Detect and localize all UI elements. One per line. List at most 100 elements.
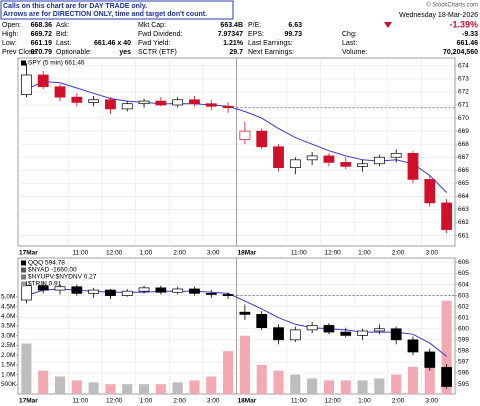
candle-body (21, 74, 32, 95)
legend-swatch (21, 60, 26, 66)
quote-label: Fwd Yield: (138, 40, 170, 47)
volume-bar (357, 380, 368, 394)
y-tick-label: 665 (458, 180, 469, 187)
y-tick-label: 674 (458, 63, 469, 70)
volume-bar (206, 376, 217, 394)
quote-label: Next Earnings: (248, 49, 294, 56)
volume-bar (139, 384, 150, 394)
summary-value: 70,204,560 (443, 49, 478, 56)
candle-body (407, 339, 419, 353)
candle-body (239, 130, 251, 140)
legend-swatch (21, 281, 26, 287)
quote-value: 670.79 (31, 49, 53, 56)
quote-label: Last Earnings: (248, 40, 293, 47)
quote-value: 7.97347 (218, 31, 243, 38)
y-tick-label: 662 (458, 219, 469, 226)
change-pct: -1.39% (449, 19, 478, 29)
summary-label: Volume: (342, 49, 367, 56)
candle-body (155, 100, 167, 106)
y-tick-label: 664 (458, 193, 469, 200)
y-tick-label: 603 (458, 292, 469, 299)
quote-label: Ask: (56, 22, 70, 29)
volume-bar (323, 380, 334, 394)
quote-label: Optionable: (56, 49, 92, 56)
candle-body (390, 152, 402, 158)
notice-text: Arrows are for DIRECTION ONLY, time and … (3, 11, 207, 18)
candle-body (340, 331, 352, 336)
x-tick-label: 1:00 (140, 250, 153, 257)
x-tick-label: 3:00 (207, 250, 220, 257)
summary-value: 661.46 (457, 40, 479, 47)
candle-body (441, 367, 452, 387)
x-tick-label: 17Mar (19, 250, 38, 257)
candle-body (273, 327, 284, 341)
y-tick-label: 667 (458, 154, 469, 161)
volume-bar (407, 366, 419, 394)
quote-label: EPS: (248, 31, 264, 38)
candle-body (21, 285, 32, 301)
y-tick-label: 606 (458, 259, 469, 266)
candle-body (37, 285, 49, 291)
x-tick-label: 12:00 (325, 250, 342, 257)
y-tick-label: 601 (458, 314, 469, 321)
x-tick-label: 11:00 (72, 250, 88, 257)
x-tick-label: 2:00 (392, 398, 405, 405)
candle-body (357, 163, 368, 167)
y-tick-label: 673 (458, 76, 469, 83)
candle-body (88, 99, 100, 103)
candle-body (37, 74, 49, 88)
candle-body (323, 155, 335, 163)
legend-label: QQQ 594.78 (28, 260, 65, 267)
volume-bar (391, 374, 402, 394)
volume-tick-label: 3.0M (1, 332, 15, 339)
candle-body (273, 146, 284, 169)
candle-body (121, 290, 133, 296)
candle-body (323, 325, 335, 333)
legend-label: $NYAD -1660.00 (28, 267, 77, 274)
quote-label: Mkt Cap: (138, 22, 166, 29)
x-tick-label: 18Mar (238, 398, 257, 405)
y-tick-label: 668 (458, 141, 469, 148)
volume-tick-label: 5.0M (1, 294, 15, 301)
volume-tick-label: 500K (1, 381, 17, 388)
candle-body (373, 328, 385, 332)
volume-tick-label: 2.0M (1, 352, 15, 359)
volume-bar (172, 382, 183, 394)
site-credit: © StockCharts.com (426, 2, 478, 9)
candle-body (373, 156, 385, 165)
volume-tick-label: 2.5M (1, 342, 15, 349)
legend-swatch (21, 267, 26, 273)
volume-bar (223, 351, 234, 394)
candle-body (222, 105, 234, 109)
volume-bar (307, 378, 318, 394)
quote-value: 6.63 (288, 22, 302, 29)
candle-body (306, 325, 318, 331)
y-tick-label: 605 (458, 270, 469, 277)
legend-label: $NYUPV:$NYDNV 0.27 (28, 274, 97, 281)
quote-value: 669.72 (31, 31, 53, 38)
quote-label: Bid: (56, 31, 68, 38)
candle-body (54, 86, 66, 98)
candle-body (88, 289, 100, 294)
candle-body (340, 162, 352, 167)
quote-value: 1.21% (223, 40, 244, 47)
candle-body (155, 287, 167, 293)
volume-bar (340, 380, 351, 394)
notice-text: Calls on this chart are for DAY TRADE on… (3, 3, 147, 10)
x-tick-label: 17Mar (19, 398, 38, 405)
y-tick-label: 670 (458, 115, 469, 122)
volume-bar (21, 343, 32, 394)
volume-bar (256, 364, 267, 394)
y-tick-label: 661 (458, 232, 469, 239)
candle-body (441, 202, 452, 230)
x-tick-label: 12:00 (106, 398, 123, 405)
y-tick-label: 671 (458, 102, 469, 109)
candle-body (71, 96, 83, 103)
y-tick-label: 598 (458, 348, 469, 355)
x-tick-label: 1:00 (140, 398, 153, 405)
candle-body (121, 103, 133, 110)
volume-bar (239, 335, 250, 394)
candle-body (306, 155, 318, 161)
